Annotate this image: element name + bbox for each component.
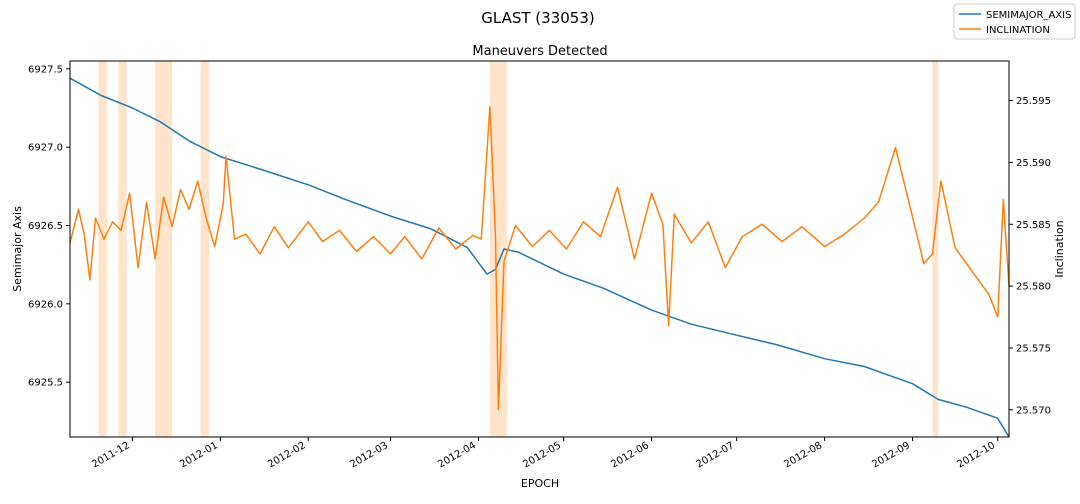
- y-axis-left-ticks: 6925.5 6926.0 6926.5 6927.0 6927.5: [28, 64, 70, 389]
- maneuver-band-4: [489, 61, 507, 437]
- plot-frame: [69, 60, 1010, 438]
- y-axis-right-label: Inclination: [1053, 220, 1066, 277]
- chart-title: Maneuvers Detected: [472, 44, 607, 59]
- y-right-tick-label: 25.585: [1016, 220, 1051, 231]
- series-line-inclination: [69, 106, 1010, 411]
- y-left-tick-label: 6926.0: [28, 299, 63, 310]
- legend-label-inclination: INCLINATION: [986, 25, 1050, 36]
- y-left-tick-label: 6927.5: [28, 64, 63, 75]
- maneuver-band-1: [118, 61, 127, 437]
- y-axis-right-ticks: 25.570 25.575 25.580 25.585 25.590 25.595: [1009, 96, 1051, 416]
- y-right-tick-label: 25.590: [1016, 158, 1051, 169]
- series-line-semimajor_axis: [69, 77, 1010, 438]
- y-right-tick-label: 25.570: [1016, 405, 1051, 416]
- series-lines: [69, 77, 1010, 438]
- y-axis-left-label: Semimajor Axis: [11, 206, 24, 292]
- maneuver-band-3: [200, 61, 210, 437]
- y-right-tick-label: 25.595: [1016, 96, 1051, 107]
- legend-box: [953, 3, 1076, 40]
- figure-suptitle: GLAST (33053): [481, 9, 594, 27]
- maneuver-bands: [98, 61, 939, 437]
- legend: SEMIMAJOR_AXIS INCLINATION: [953, 3, 1076, 40]
- maneuver-band-0: [98, 61, 107, 437]
- y-left-tick-label: 6927.0: [28, 143, 63, 154]
- y-right-tick-label: 25.575: [1016, 343, 1051, 354]
- y-left-tick-label: 6926.5: [28, 221, 63, 232]
- legend-label-semimajor: SEMIMAJOR_AXIS: [986, 10, 1071, 21]
- x-axis-label: EPOCH: [521, 477, 559, 490]
- maneuver-band-2: [155, 61, 173, 437]
- y-left-tick-label: 6925.5: [28, 378, 63, 389]
- y-right-tick-label: 25.580: [1016, 282, 1051, 293]
- maneuver-band-5: [932, 61, 939, 437]
